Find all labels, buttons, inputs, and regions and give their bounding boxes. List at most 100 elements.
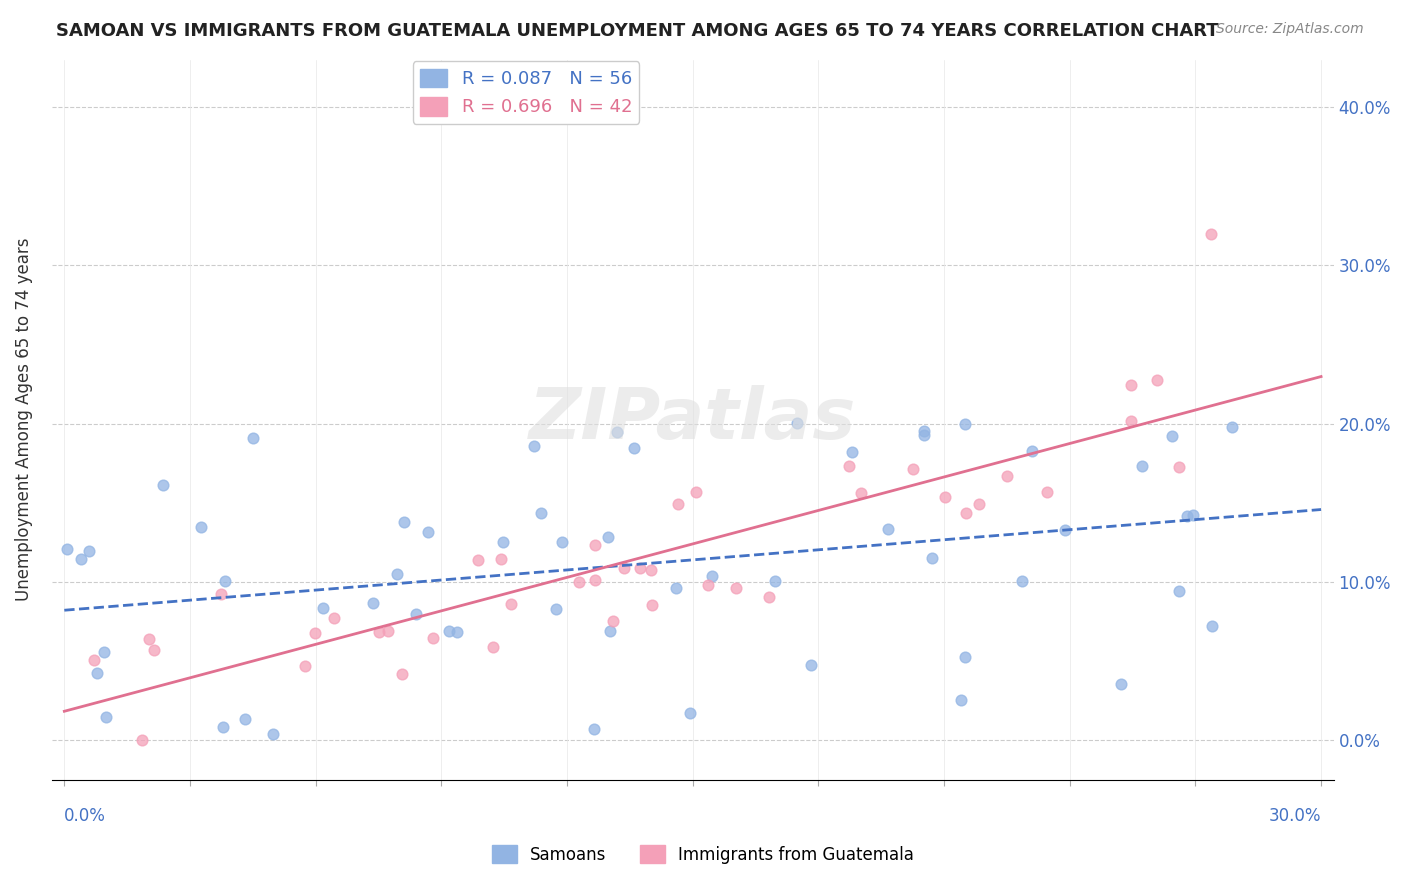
Point [77, 544, 100, 558]
Point [1168, 583, 1191, 598]
Point [492, 535, 515, 549]
Point [416, 524, 439, 539]
Point [1160, 429, 1182, 443]
Point [377, 624, 399, 639]
Point [582, 722, 605, 736]
Point [1182, 508, 1205, 523]
Point [934, 490, 956, 504]
Point [233, 713, 256, 727]
Point [1167, 460, 1189, 475]
Point [94, 710, 117, 724]
Point [606, 425, 628, 439]
Point [501, 597, 523, 611]
Point [1121, 414, 1143, 428]
Point [262, 727, 284, 741]
Point [599, 624, 621, 638]
Point [551, 535, 574, 549]
Point [640, 563, 662, 577]
Point [70, 551, 93, 566]
Point [242, 431, 264, 445]
Legend: Samoans, Immigrants from Guatemala: Samoans, Immigrants from Guatemala [485, 838, 921, 871]
Point [489, 552, 512, 566]
Point [86, 665, 108, 680]
Point [665, 581, 688, 595]
Text: Source: ZipAtlas.com: Source: ZipAtlas.com [1216, 22, 1364, 37]
Point [567, 574, 589, 589]
Point [950, 693, 973, 707]
Point [953, 417, 976, 431]
Point [613, 561, 636, 575]
Point [482, 640, 505, 655]
Point [800, 657, 823, 672]
Point [623, 441, 645, 455]
Point [849, 486, 872, 500]
Point [312, 600, 335, 615]
Point [596, 530, 619, 544]
Y-axis label: Unemployment Among Ages 65 to 74 years: Unemployment Among Ages 65 to 74 years [15, 238, 32, 601]
Text: 0.0%: 0.0% [65, 806, 107, 825]
Point [361, 596, 384, 610]
Point [1175, 508, 1198, 523]
Point [921, 551, 943, 566]
Point [1201, 619, 1223, 633]
Point [583, 538, 606, 552]
Point [1021, 443, 1043, 458]
Point [294, 658, 316, 673]
Point [602, 614, 624, 628]
Point [700, 569, 723, 583]
Point [546, 602, 568, 616]
Point [1036, 485, 1059, 500]
Point [912, 428, 935, 442]
Point [530, 506, 553, 520]
Point [786, 417, 808, 431]
Point [190, 520, 212, 534]
Point [323, 611, 346, 625]
Point [391, 667, 413, 681]
Legend: R = 0.087   N = 56, R = 0.696   N = 42: R = 0.087 N = 56, R = 0.696 N = 42 [413, 62, 640, 124]
Point [138, 632, 160, 647]
Point [1053, 523, 1076, 537]
Point [523, 439, 546, 453]
Point [758, 590, 780, 604]
Point [142, 643, 165, 657]
Point [641, 598, 664, 612]
Point [912, 425, 935, 439]
Point [724, 581, 747, 595]
Point [763, 574, 786, 588]
Point [685, 484, 707, 499]
Point [209, 587, 232, 601]
Point [405, 607, 427, 621]
Point [679, 706, 702, 720]
Point [628, 560, 651, 574]
Point [437, 624, 460, 638]
Point [838, 459, 860, 474]
Text: 30.0%: 30.0% [1268, 806, 1322, 825]
Point [422, 631, 444, 645]
Point [214, 574, 236, 589]
Point [1011, 574, 1033, 588]
Point [1201, 227, 1223, 241]
Point [1146, 373, 1168, 387]
Text: ZIPatlas: ZIPatlas [529, 385, 856, 454]
Point [1220, 420, 1243, 434]
Point [666, 497, 689, 511]
Point [1109, 677, 1132, 691]
Point [841, 445, 863, 459]
Point [131, 733, 153, 747]
Point [967, 497, 990, 511]
Text: SAMOAN VS IMMIGRANTS FROM GUATEMALA UNEMPLOYMENT AMONG AGES 65 TO 74 YEARS CORRE: SAMOAN VS IMMIGRANTS FROM GUATEMALA UNEM… [56, 22, 1219, 40]
Point [152, 478, 174, 492]
Point [585, 573, 607, 587]
Point [1119, 377, 1142, 392]
Point [467, 552, 489, 566]
Point [212, 720, 235, 734]
Point [446, 624, 468, 639]
Point [901, 462, 924, 476]
Point [56, 542, 79, 557]
Point [1130, 458, 1153, 473]
Point [696, 577, 718, 591]
Point [955, 650, 977, 665]
Point [955, 507, 977, 521]
Point [93, 645, 115, 659]
Point [995, 468, 1018, 483]
